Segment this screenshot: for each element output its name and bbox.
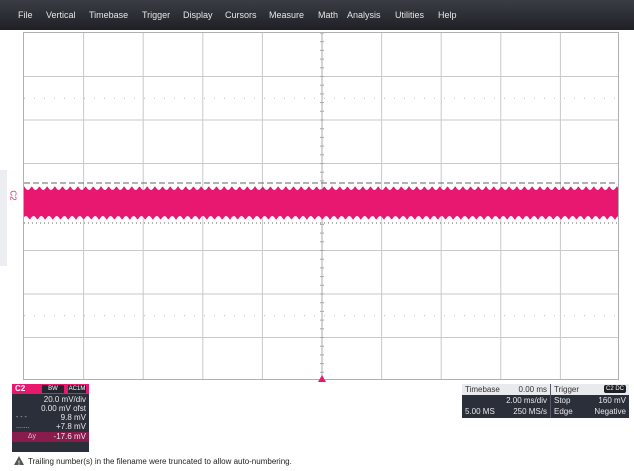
trigger-level: 160 mV [598,396,626,405]
time-per-div: 2.00 ms/div [506,396,547,405]
menu-cursors[interactable]: Cursors [225,10,257,20]
trigger-slope: Negative [594,407,626,416]
trigger-box[interactable]: Trigger C2 DC Stop 160 mV Edge Negative [550,384,629,418]
graticule [24,33,618,379]
waveform-trace [24,186,618,220]
waveform-grid[interactable] [23,32,619,380]
timebase-label: Timebase [465,385,500,394]
menu-file[interactable]: File [18,10,33,20]
menu-measure[interactable]: Measure [269,10,305,20]
channel-offset-marker[interactable]: C2 [8,190,18,201]
trigger-label: Trigger [554,385,580,394]
sample-count: 5.00 MS [465,407,495,416]
trigger-type: Edge [554,407,573,416]
cursor2-value: +7.8 mV [55,422,86,431]
side-strip [0,30,14,380]
bandwidth-badge: BW [42,385,64,393]
trigger-source-badge: C2 DC [604,385,626,393]
channel-name: C2 [15,384,26,393]
menu-timebase[interactable]: Timebase [89,10,129,20]
trigger-position-arrow[interactable] [318,375,326,382]
trigger-mode: Stop [554,396,571,405]
menu-analysis[interactable]: Analysis [347,10,381,20]
menu-help[interactable]: Help [438,10,457,20]
timebase-delay: 0.00 ms [518,385,547,394]
cursor2-line-icon: ....... [16,423,30,430]
menu-display[interactable]: Display [183,10,213,20]
delta-y-value: -17.6 mV [53,432,86,441]
channel-descriptor-box[interactable]: C2 BW AC1M 20.0 mV/div 0.00 mV ofst - - … [12,384,89,452]
status-message: Trailing number(s) in the filename were … [28,457,292,466]
menu-bar: File Vertical Timebase Trigger Display C… [0,0,634,30]
cursor1-value: 9.8 mV [60,413,86,422]
sample-rate: 250 MS/s [513,407,547,416]
coupling-badge: AC1M [68,385,86,393]
menu-vertical[interactable]: Vertical [46,10,76,20]
delta-y-row: Δy -17.6 mV [12,432,89,442]
delta-y-label: Δy [27,433,36,440]
menu-trigger[interactable]: Trigger [142,10,171,20]
cursor1-line-icon: - - - [16,414,27,421]
volts-per-div: 20.0 mV/div [43,395,86,404]
status-bar: Trailing number(s) in the filename were … [14,455,292,471]
timebase-box[interactable]: Timebase 0.00 ms 2.00 ms/div 5.00 MS 250… [462,384,550,418]
menu-math[interactable]: Math [318,10,339,20]
menu-utilities[interactable]: Utilities [395,10,425,20]
channel-offset: 0.00 mV ofst [41,404,86,413]
warning-icon [14,456,24,471]
